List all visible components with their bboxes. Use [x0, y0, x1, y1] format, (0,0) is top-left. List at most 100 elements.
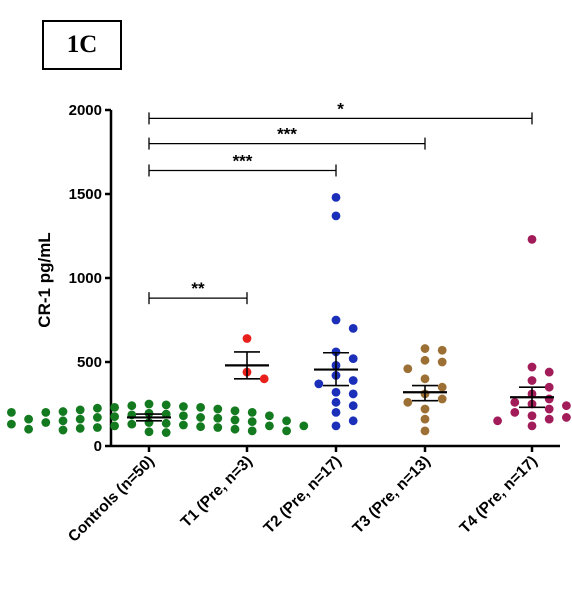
data-point	[437, 357, 447, 367]
data-point	[331, 387, 341, 397]
data-point	[230, 415, 240, 425]
data-point	[144, 427, 154, 437]
y-tick-label: 1000	[69, 270, 102, 287]
data-point	[544, 394, 554, 404]
data-point	[403, 364, 413, 374]
data-point	[144, 399, 154, 409]
data-point	[314, 379, 324, 389]
data-point	[196, 413, 206, 422]
axes: 0 500 1000 1500 2000	[69, 102, 560, 455]
data-point	[93, 403, 102, 413]
data-point	[282, 426, 291, 436]
data-point	[510, 408, 520, 417]
data-point	[331, 408, 341, 417]
data-point	[58, 407, 68, 416]
data-point	[527, 376, 537, 385]
data-point	[420, 404, 430, 414]
data-point	[282, 416, 291, 426]
data-point	[110, 412, 119, 421]
data-point	[544, 382, 554, 392]
data-point	[161, 400, 171, 410]
data-point	[213, 423, 223, 432]
data-point	[331, 347, 341, 357]
data-point	[527, 411, 537, 421]
data-point	[331, 397, 341, 407]
data-point	[75, 423, 85, 433]
panel-label: 1C	[42, 20, 122, 70]
data-point	[58, 425, 68, 435]
data-point	[6, 408, 16, 417]
data-point	[161, 409, 171, 419]
data-point	[527, 234, 537, 244]
data-point	[331, 315, 341, 325]
data-point	[127, 401, 137, 411]
data-point	[196, 402, 206, 412]
mean-sem-bars	[127, 351, 554, 422]
data-point	[93, 423, 102, 432]
y-tick-label: 1500	[69, 186, 102, 203]
data-point	[179, 420, 188, 430]
data-point	[331, 421, 341, 431]
data-point	[230, 406, 240, 416]
x-category-label: Controls (n=50)	[65, 453, 158, 546]
data-point	[348, 376, 358, 385]
y-axis-label: CR-1 pg/mL	[35, 232, 54, 327]
data-point	[527, 362, 537, 372]
y-tick-label: 500	[77, 354, 102, 371]
data-point	[348, 416, 358, 426]
data-point	[161, 418, 171, 428]
data-point	[127, 419, 137, 429]
data-point	[6, 419, 16, 429]
data-point	[420, 344, 430, 353]
data-point	[242, 334, 252, 343]
data-point	[331, 211, 341, 221]
data-point	[562, 413, 571, 422]
data-point	[247, 408, 257, 417]
data-point	[544, 414, 554, 424]
data-point	[348, 389, 358, 399]
data-point	[58, 416, 68, 426]
x-category-label: T4 (Pre, n=17)	[457, 453, 541, 537]
data-point	[544, 404, 554, 414]
data-point	[437, 382, 447, 392]
data-point	[331, 192, 341, 202]
data-point	[348, 324, 358, 333]
data-point	[437, 345, 447, 355]
data-point	[24, 424, 33, 434]
data-point	[420, 355, 430, 365]
data-point	[247, 426, 257, 436]
data-point	[75, 414, 85, 424]
x-category-label: T3 (Pre, n=13)	[350, 453, 434, 537]
data-points	[6, 192, 571, 437]
data-point	[420, 374, 430, 384]
data-point	[110, 402, 119, 412]
significance-label: **	[191, 279, 205, 298]
data-point	[403, 397, 413, 407]
x-tick-labels: Controls (n=50) T1 (Pre, n=3) T2 (Pre, n=1…	[65, 453, 541, 546]
y-tick-label: 0	[94, 438, 102, 455]
data-point	[161, 428, 171, 437]
data-point	[265, 421, 274, 431]
significance-label: *	[337, 99, 344, 118]
data-point	[562, 401, 571, 411]
data-point	[24, 414, 33, 424]
data-point	[510, 397, 520, 407]
significance-label: ***	[233, 151, 253, 170]
data-point	[348, 354, 358, 364]
y-tick-label: 2000	[69, 102, 102, 119]
data-point	[144, 408, 154, 418]
data-point	[420, 426, 430, 436]
data-point	[247, 417, 257, 427]
data-point	[259, 374, 269, 384]
data-point	[230, 424, 240, 434]
data-point	[420, 414, 430, 424]
x-category-label: T1 (Pre, n=3)	[178, 453, 256, 531]
data-point	[196, 422, 206, 432]
data-point	[493, 416, 502, 426]
data-point	[93, 413, 102, 422]
data-point	[437, 394, 447, 404]
data-point	[213, 404, 223, 414]
data-point	[527, 421, 537, 431]
significance-label: ***	[277, 125, 297, 144]
